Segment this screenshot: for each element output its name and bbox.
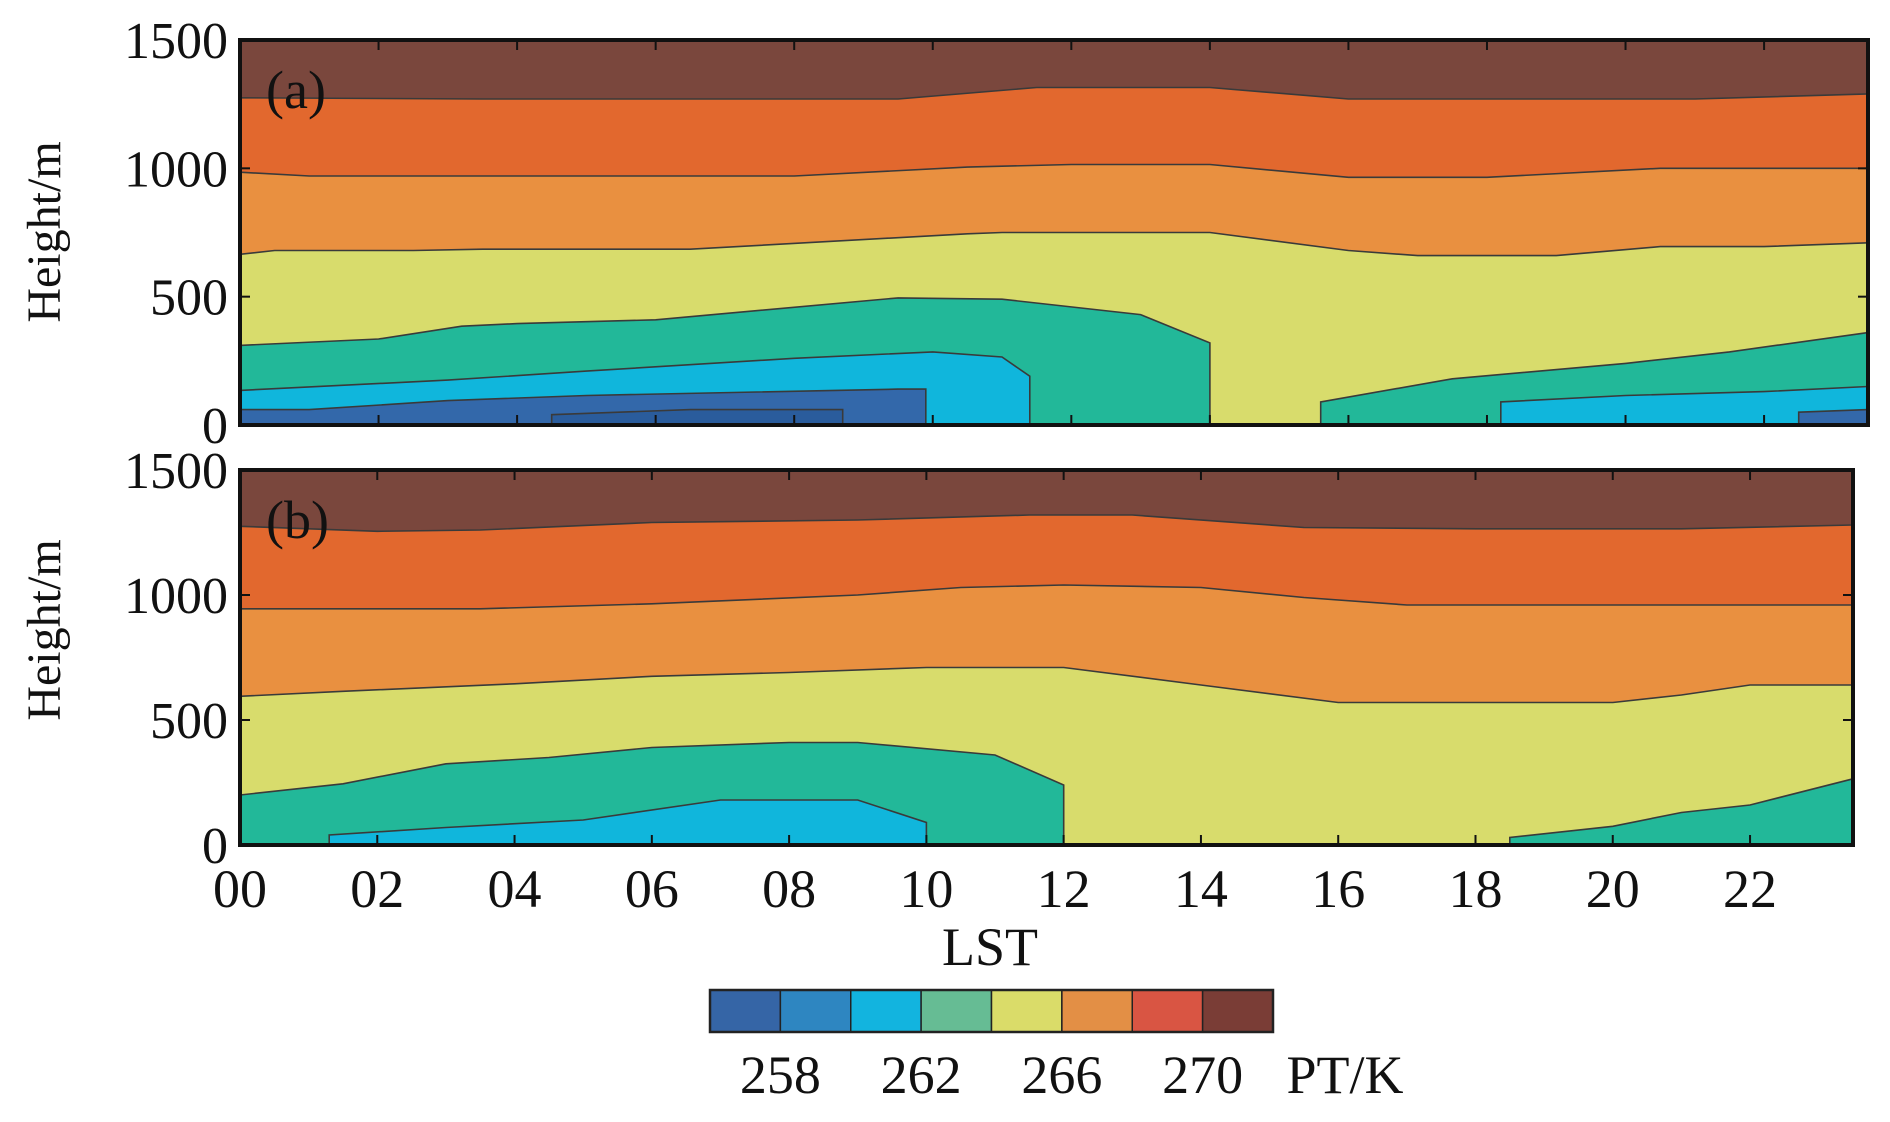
colorbar-tick-label: 270 — [1162, 1045, 1243, 1105]
contour-line-7 — [240, 388, 1869, 426]
y-tick-label: 500 — [150, 270, 228, 327]
y-tick-label: 0 — [202, 398, 228, 455]
y-tick-label: 500 — [150, 693, 228, 750]
contour-line-4 — [239, 231, 1869, 257]
colorbar-tick-label: 266 — [1021, 1045, 1102, 1105]
contour-line-5 — [239, 297, 1869, 426]
x-tick-label: 12 — [1037, 859, 1091, 919]
y-tick-label: 1500 — [124, 443, 228, 500]
x-tick-label: 02 — [350, 859, 404, 919]
x-tick-label: 16 — [1311, 859, 1365, 919]
y-tick-label: 1000 — [124, 141, 228, 198]
panel-frame — [238, 38, 1870, 427]
panels-layer: 0 500 1000 1500 (a) 0 500 1000 1500 (b) 00 02 04 06 08… — [124, 13, 1870, 919]
colorbar-frame — [708, 988, 1275, 1034]
contour-line-2 — [239, 86, 1869, 100]
colorbar-swatch — [1201, 989, 1274, 1033]
x-axis-label: LST — [942, 917, 1038, 977]
x-tick-label: 18 — [1448, 859, 1502, 919]
panel-b: 0 500 1000 1500 (b) 00 02 04 06 08 10 12 14 16 18 20 22 — [124, 443, 1855, 919]
y-axis-label-b: Height/m — [18, 539, 71, 720]
colorbar-swatch — [920, 989, 993, 1033]
colorbar-tick-label: 262 — [881, 1045, 962, 1105]
x-tick-label: 14 — [1174, 859, 1228, 919]
colorbar-swatch — [990, 989, 1063, 1033]
x-tick-label: 20 — [1586, 859, 1640, 919]
colorbar-swatch — [850, 989, 922, 1033]
x-tick-label: 06 — [625, 859, 679, 919]
contour-line-3 — [240, 584, 1853, 610]
y-tick-label: 1000 — [124, 568, 228, 625]
colorbar-swatch — [779, 989, 852, 1033]
contour-line-5 — [239, 741, 1854, 846]
x-tick-label: 10 — [899, 859, 953, 919]
panel-label: (a) — [266, 60, 326, 120]
y-tick-label: 1500 — [124, 13, 228, 70]
contour-line-6 — [239, 351, 1869, 426]
panel-label: (b) — [266, 490, 329, 550]
contour-line-2 — [239, 514, 1854, 533]
y-tick-label: 0 — [202, 818, 228, 875]
colorbar-swatch — [1131, 989, 1204, 1033]
colorbar-tick-label: 258 — [740, 1045, 821, 1105]
x-tick-label: 00 — [213, 859, 267, 919]
contour-line-3 — [239, 163, 1868, 179]
x-tick-label: 22 — [1723, 859, 1777, 919]
colorbar-swatch — [1061, 989, 1133, 1033]
colorbar-unit-label: PT/K — [1286, 1045, 1403, 1105]
panel-frame — [238, 468, 1855, 847]
colorbar: 258 262 266 270 — [708, 988, 1275, 1105]
colorbar-swatch — [709, 989, 782, 1033]
panel-a: 0 500 1000 1500 (a) — [124, 13, 1870, 455]
contour-line-4 — [239, 666, 1853, 704]
contour-band-6 — [240, 800, 1853, 845]
x-tick-label: 08 — [762, 859, 816, 919]
x-tick-label: 04 — [488, 859, 542, 919]
contour-line-6 — [240, 799, 1853, 846]
y-axis-label-a: Height/m — [18, 141, 71, 322]
